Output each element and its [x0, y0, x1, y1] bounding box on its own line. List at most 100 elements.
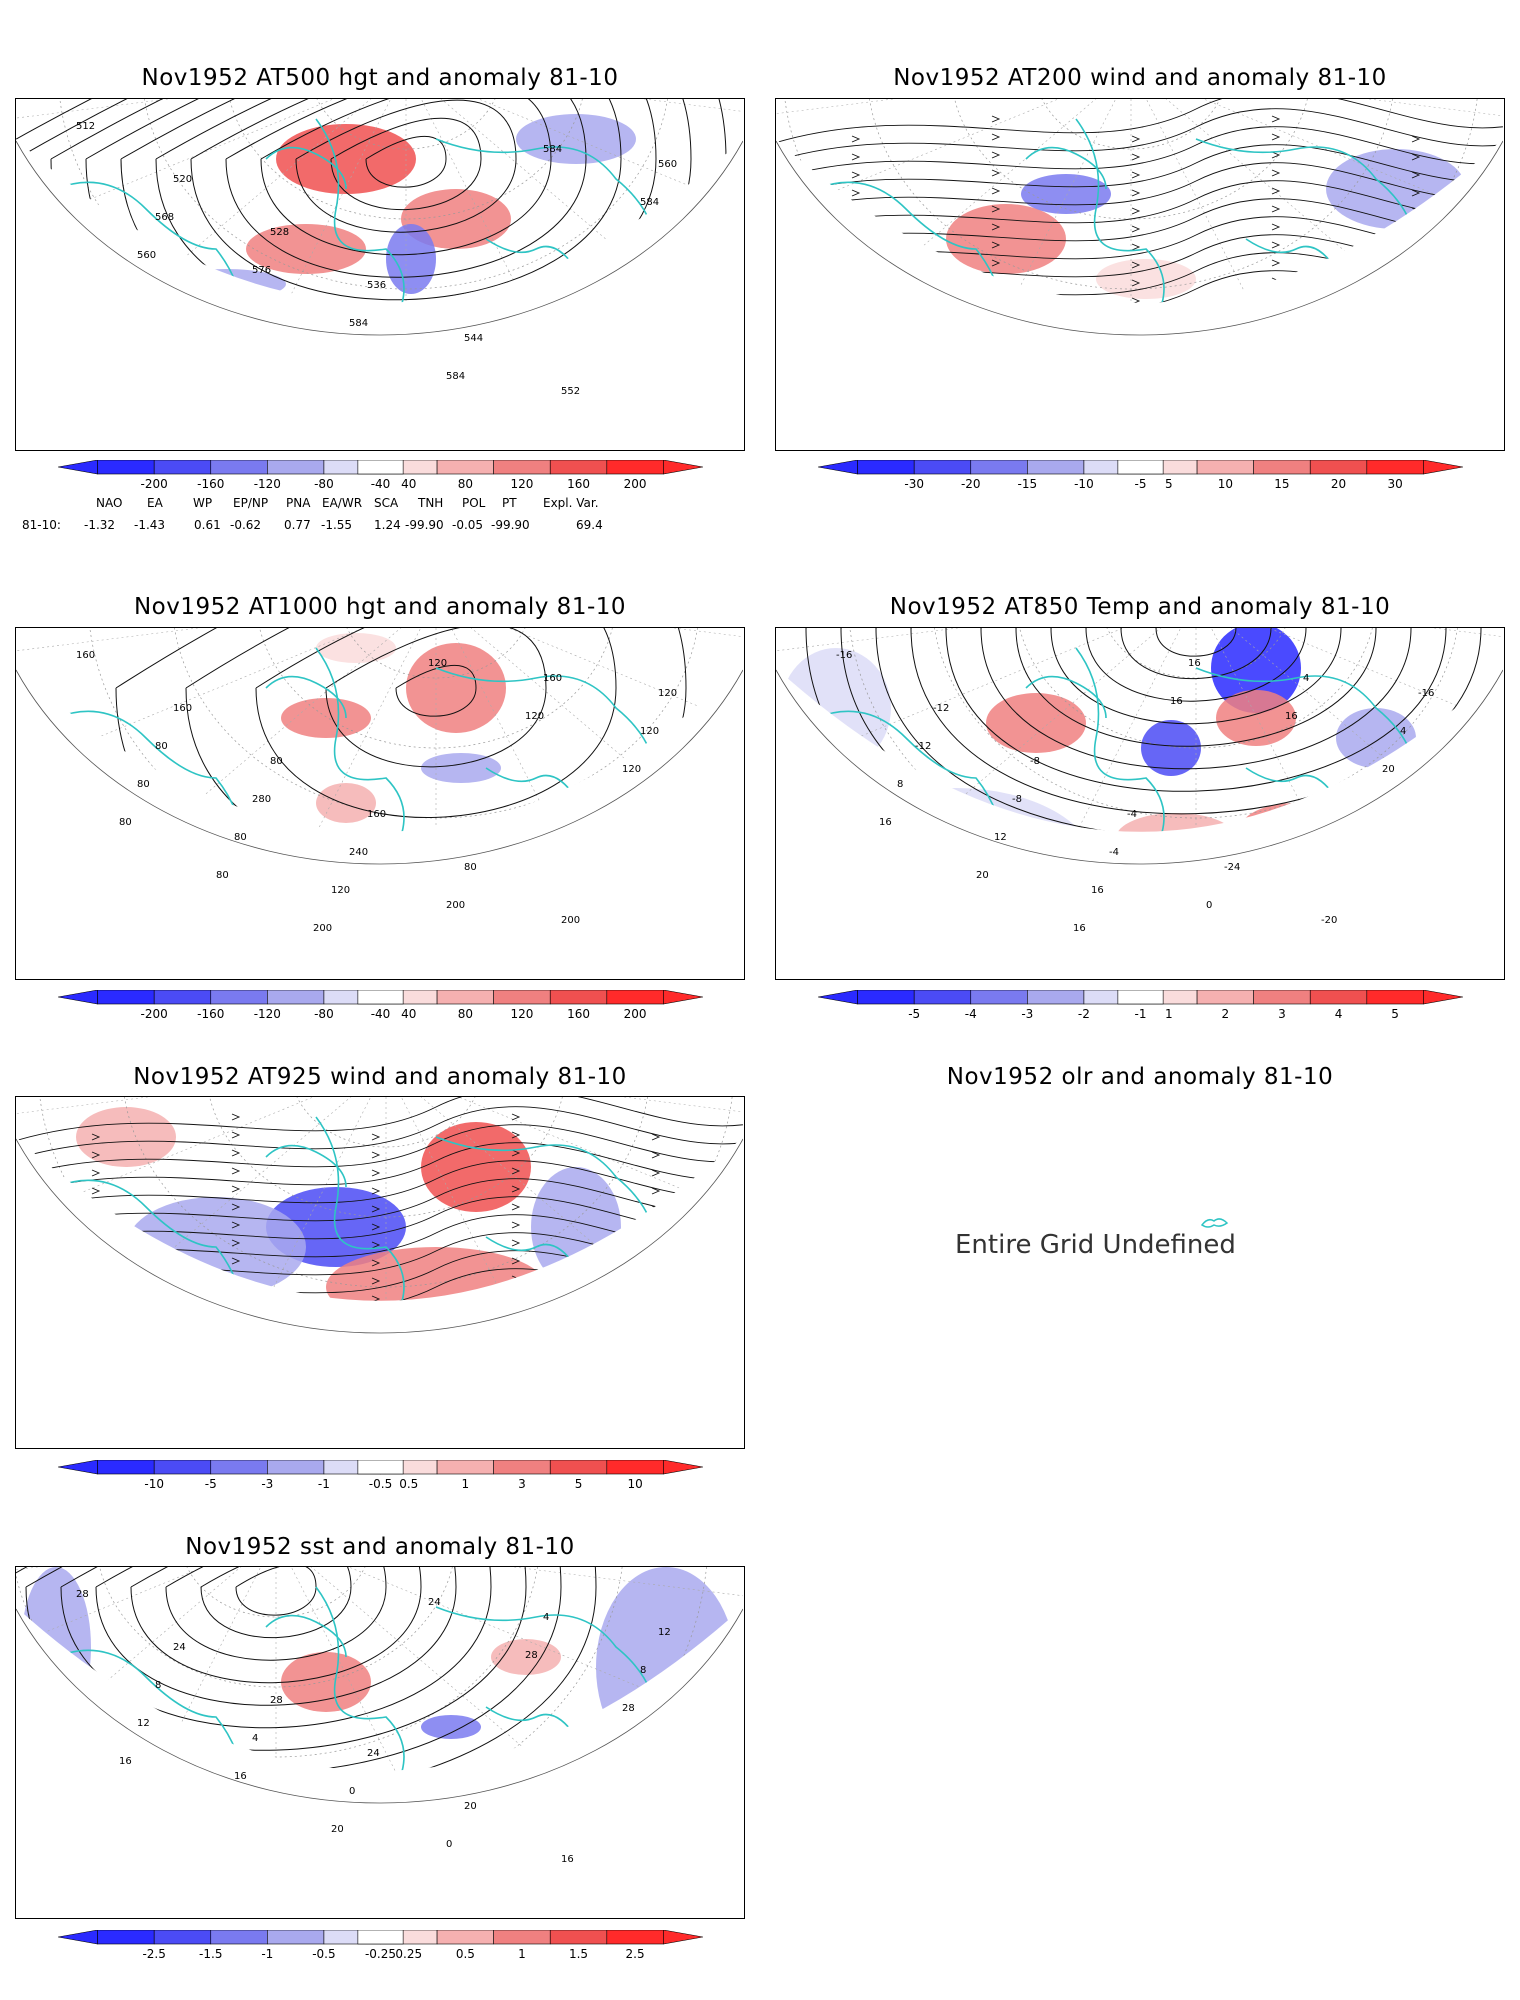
streamline-arrow	[232, 1384, 239, 1390]
contour-label: 0	[1206, 900, 1212, 911]
streamline-arrow	[511, 1131, 521, 1139]
anomaly-shading	[986, 693, 1086, 753]
contour-label: -24	[1224, 862, 1240, 873]
contour-label: 280	[252, 794, 271, 805]
streamline	[16, 1359, 743, 1417]
streamline-arrow	[1411, 207, 1421, 215]
streamline	[776, 325, 1503, 383]
contour-label: 160	[367, 809, 386, 820]
colorbar-tick-label: -3	[1021, 1007, 1034, 1021]
streamline-arrow	[1131, 261, 1141, 269]
streamline-arrow	[652, 1440, 659, 1446]
colorbar-segment	[1027, 459, 1085, 475]
colorbar-segment	[606, 989, 664, 1005]
streamline-arrow	[372, 1350, 379, 1356]
contour-label: 12	[137, 1718, 150, 1729]
streamline-arrow	[231, 1149, 241, 1157]
contour-line	[190, 99, 622, 301]
contour-label: 80	[216, 870, 229, 881]
colorbar-tick-label: -2.5	[142, 1947, 166, 1961]
coastline	[1075, 118, 1165, 303]
anomaly-shading	[186, 1822, 506, 1892]
colorbar-tick-label: -120	[253, 1007, 281, 1021]
streamline-arrow	[232, 1348, 239, 1354]
coastline	[435, 138, 717, 303]
streamline-arrow	[1131, 207, 1141, 215]
streamline-arrow	[371, 1151, 381, 1159]
contour-line	[1050, 628, 1342, 725]
map-hgt500: 512 520 528 536 544 552 560 568 576 584 584 584 584 5…	[15, 98, 745, 451]
streamline-arrow	[1271, 241, 1281, 249]
contour-label: -12	[915, 741, 931, 752]
colorbar-tick-label: 2	[1221, 1007, 1230, 1021]
colorbar-segment	[549, 1929, 608, 1945]
contour-line	[1120, 628, 1272, 680]
tc-header-pol: POL	[462, 496, 486, 510]
streamline	[16, 1395, 743, 1447]
streamline-arrow	[651, 1187, 661, 1195]
contour-line	[295, 99, 517, 233]
streamline-arrow	[851, 297, 861, 303]
anomaly-shading	[1206, 299, 1386, 303]
streamline-arrow	[1131, 189, 1141, 197]
anomaly-shading	[76, 1107, 176, 1167]
contour-label: 160	[76, 650, 95, 661]
streamline-arrow	[1131, 279, 1141, 287]
colorbar-segment	[210, 459, 268, 475]
streamline-arrow	[652, 1368, 659, 1374]
streamline-arrow	[991, 241, 1001, 249]
streamline-arrow	[1272, 404, 1279, 410]
streamline-arrow	[1132, 388, 1139, 394]
streamline-arrow	[991, 187, 1001, 195]
streamline	[16, 1305, 743, 1363]
colorbar-tick-label: 0.5	[399, 1477, 419, 1491]
streamline-arrow	[512, 1366, 519, 1372]
colorbar-tick-label: -160	[197, 1007, 225, 1021]
contour-label: 16	[119, 1756, 132, 1767]
streamline-arrow	[1272, 368, 1279, 374]
colorbar-tick-label: -5	[908, 1007, 921, 1021]
colorbar-segment	[153, 459, 212, 475]
streamline	[776, 144, 1503, 204]
contour-label: 20	[1382, 764, 1395, 775]
coastline	[265, 1614, 347, 1658]
colorbar-segment	[97, 459, 155, 475]
colorbar-segment	[857, 459, 915, 475]
colorbar-segment	[970, 989, 1028, 1005]
streamline-arrow	[371, 1187, 381, 1195]
contour-label: 120	[331, 885, 350, 896]
map-wind200	[775, 98, 1505, 451]
streamline-arrow	[852, 352, 859, 358]
anomaly-shading	[1141, 720, 1201, 776]
streamline-arrow	[1411, 171, 1421, 179]
streamline-arrow	[91, 1241, 101, 1249]
contour-label: 20	[976, 870, 989, 881]
streamline-arrow	[1132, 316, 1139, 322]
anomaly-shading	[406, 643, 506, 733]
colorbar-tick-label: 2.5	[625, 1947, 645, 1961]
streamline-arrow	[92, 1440, 99, 1446]
contour-label: 16	[1091, 885, 1104, 896]
contour-line	[980, 628, 1412, 770]
map-svg-wind200	[776, 99, 1503, 428]
colorbar-tick-label: 1	[518, 1947, 526, 1961]
streamline-arrow	[371, 1205, 381, 1213]
streamline-arrow	[851, 207, 861, 215]
colorbar-tick-label: 1	[1164, 1007, 1173, 1021]
streamline-arrow	[992, 386, 999, 392]
map-sst: 28 24 28 24 20 16 12 8 4 0 0 4 8 12 16 20 24 28 28 16	[15, 1566, 745, 1919]
streamline-arrow	[1131, 135, 1141, 143]
contour-label: 28	[270, 1695, 283, 1706]
coastline	[265, 675, 347, 719]
map-svg-wind925	[16, 1097, 743, 1447]
contour-label: 120	[640, 726, 659, 737]
colorbar-tick-label: -40	[370, 1007, 391, 1021]
streamline	[776, 126, 1503, 186]
colorbar-segment	[97, 989, 155, 1005]
streamline-arrow	[652, 1350, 659, 1356]
colorbar-segment	[436, 459, 494, 475]
colorbar-tick-label: -80	[314, 477, 334, 491]
streamline-arrow	[1272, 422, 1279, 428]
streamline-arrow	[1272, 332, 1279, 338]
streamline-arrow	[231, 1275, 241, 1283]
